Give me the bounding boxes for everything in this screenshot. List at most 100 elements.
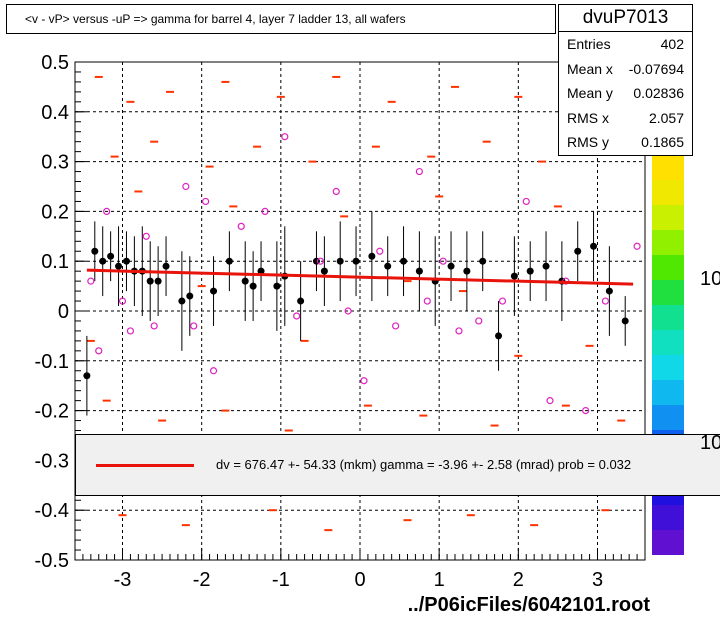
cell-mark bbox=[110, 155, 119, 158]
cell-mark bbox=[221, 80, 230, 83]
profile-point bbox=[154, 277, 162, 285]
open-marker bbox=[601, 297, 610, 305]
open-marker bbox=[261, 207, 269, 215]
cell-mark bbox=[371, 145, 380, 148]
cell-mark bbox=[451, 85, 459, 88]
profile-point bbox=[241, 277, 249, 285]
cell-mark bbox=[94, 75, 103, 78]
cell-mark bbox=[150, 140, 159, 143]
open-marker bbox=[423, 297, 431, 305]
stats-row-rms-x: RMS x 2.057 bbox=[559, 106, 692, 131]
cell-mark bbox=[134, 190, 143, 193]
x-tick-label: -2 bbox=[193, 569, 211, 591]
y-tick-label: -0.4 bbox=[35, 500, 69, 522]
y-tick-label: -0.3 bbox=[35, 450, 69, 472]
open-marker bbox=[546, 397, 554, 405]
open-marker bbox=[582, 407, 590, 415]
stats-label: RMS x bbox=[567, 109, 609, 126]
palette-label: 10 bbox=[700, 432, 720, 454]
y-tick-label: 0.4 bbox=[41, 102, 69, 124]
x-axis: -3 -2 -1 0 1 2 3 bbox=[82, 548, 638, 591]
cell-mark bbox=[435, 195, 444, 198]
stats-title: dvuP7013 bbox=[559, 5, 692, 32]
stats-value: 0.02836 bbox=[633, 85, 684, 101]
open-marker bbox=[182, 182, 190, 191]
cell-mark bbox=[466, 514, 475, 517]
cell-mark bbox=[229, 205, 238, 208]
open-marker bbox=[360, 377, 368, 385]
x-tick-label: 3 bbox=[592, 569, 603, 591]
profile-point bbox=[83, 372, 91, 380]
open-marker bbox=[332, 187, 340, 196]
open-marker bbox=[376, 247, 384, 255]
profile-point bbox=[495, 332, 503, 340]
stats-value: 2.057 bbox=[648, 109, 684, 126]
cell-mark bbox=[514, 354, 523, 357]
profile-point bbox=[621, 317, 629, 325]
cell-mark bbox=[181, 524, 190, 527]
profile-point bbox=[479, 257, 487, 265]
cell-mark bbox=[561, 404, 570, 407]
y-tick-label: -0.5 bbox=[35, 550, 69, 572]
profile-point bbox=[257, 267, 265, 275]
stats-label: Mean x bbox=[567, 60, 613, 77]
open-marker bbox=[455, 327, 463, 335]
profile-point bbox=[463, 267, 471, 275]
open-marker bbox=[392, 322, 400, 330]
profile-point bbox=[162, 262, 170, 270]
profile-point bbox=[400, 257, 408, 265]
profile-point bbox=[368, 252, 376, 260]
profile-point bbox=[210, 287, 218, 295]
profile-point bbox=[297, 297, 305, 305]
profile-point bbox=[542, 262, 550, 270]
y-tick-label: -0.1 bbox=[35, 351, 69, 373]
profile-point bbox=[320, 267, 328, 275]
cell-mark bbox=[482, 140, 491, 143]
fit-legend: dv = 676.47 +- 54.33 (mkm) gamma = -3.96… bbox=[75, 434, 720, 496]
profile-point bbox=[225, 257, 233, 265]
y-axis: 0.5 0.4 0.3 0.2 0.1 0 -0.1 -0.2 -0.3 -0.4 -0.5 bbox=[35, 52, 87, 572]
profile-point bbox=[605, 287, 613, 295]
open-marker bbox=[498, 297, 507, 305]
file-path: ../P06icFiles/6042101.root bbox=[407, 594, 650, 616]
cell-mark bbox=[118, 514, 127, 517]
y-tick-label: -0.2 bbox=[35, 401, 69, 423]
cell-mark bbox=[403, 280, 412, 283]
cell-mark bbox=[363, 404, 372, 407]
x-tick-label: 0 bbox=[354, 569, 365, 591]
cell-markers bbox=[86, 75, 626, 532]
stats-box: dvuP7013 Entries 402 Mean x -0.07694 Mea… bbox=[558, 4, 693, 156]
cell-mark bbox=[284, 429, 293, 432]
stats-label: Entries bbox=[567, 36, 611, 52]
open-marker bbox=[202, 197, 210, 206]
open-marker bbox=[126, 327, 135, 335]
profile-point bbox=[186, 292, 194, 300]
x-tick-label: 2 bbox=[513, 569, 524, 591]
profile-point bbox=[574, 247, 582, 255]
cell-mark bbox=[126, 100, 135, 103]
y-tick-label: 0.5 bbox=[41, 52, 69, 74]
profile-point bbox=[249, 282, 257, 290]
cell-mark bbox=[538, 160, 547, 163]
profile-point bbox=[526, 267, 534, 275]
open-marker bbox=[118, 297, 127, 305]
open-marker bbox=[209, 367, 218, 375]
cell-mark bbox=[300, 339, 309, 342]
open-marker bbox=[316, 257, 325, 265]
open-marker bbox=[142, 232, 150, 240]
profile-point bbox=[99, 257, 107, 265]
palette-label: 10 bbox=[700, 268, 720, 290]
open-marker bbox=[344, 307, 352, 315]
y-tick-label: 0.1 bbox=[41, 251, 69, 273]
profile-point bbox=[273, 282, 281, 290]
x-tick-label: 1 bbox=[434, 569, 445, 591]
stats-value: 402 bbox=[660, 36, 684, 52]
y-tick-label: 0.2 bbox=[41, 201, 69, 223]
legend-line-swatch bbox=[96, 464, 194, 467]
stats-row-entries: Entries 402 bbox=[559, 32, 692, 57]
cell-mark bbox=[585, 344, 594, 347]
cell-mark bbox=[514, 95, 523, 98]
x-tick-label: -1 bbox=[272, 569, 290, 591]
circle-markers bbox=[87, 133, 641, 415]
profile-point bbox=[146, 277, 154, 285]
